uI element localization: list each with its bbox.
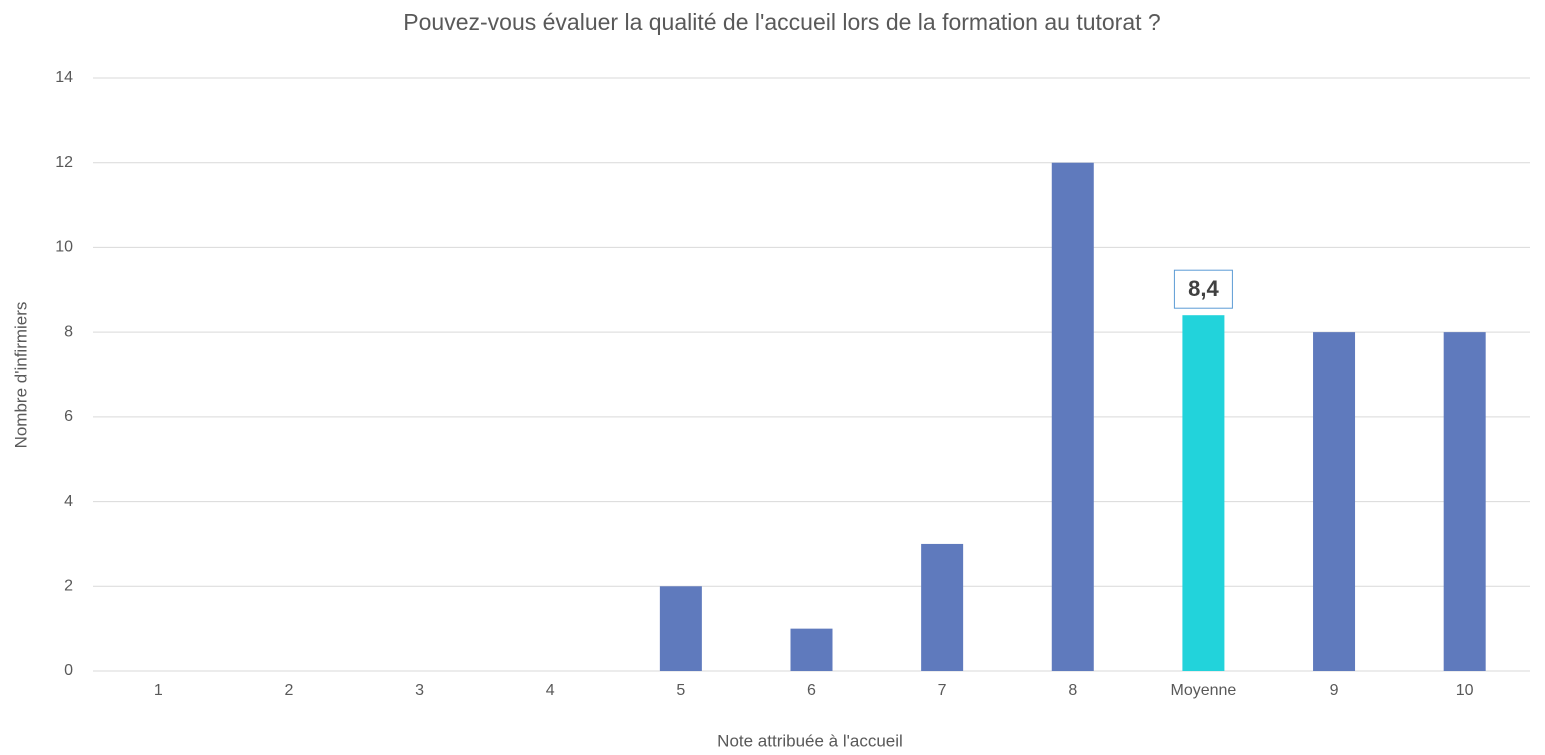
x-tick-label: Moyenne [1170, 682, 1236, 699]
y-tick-label: 0 [64, 662, 73, 679]
x-tick-label: 4 [546, 682, 555, 699]
x-tick-label: 3 [415, 682, 424, 699]
x-tick-label: 5 [676, 682, 685, 699]
bar [921, 543, 964, 671]
y-tick-label: 14 [55, 69, 73, 86]
bar [659, 586, 702, 671]
y-tick-label: 12 [55, 154, 73, 171]
y-axis-label: Nombre d'infirmiers [11, 302, 30, 449]
x-tick-label: 2 [285, 682, 294, 699]
bar [1443, 332, 1486, 671]
bar [790, 628, 833, 671]
bar [1182, 315, 1225, 671]
x-tick-label: 7 [938, 682, 947, 699]
y-tick-label: 2 [64, 578, 73, 595]
value-label: 8,4 [1188, 276, 1219, 301]
x-tick-label: 1 [154, 682, 163, 699]
y-tick-label: 8 [64, 323, 73, 340]
y-tick-label: 6 [64, 408, 73, 425]
x-axis-label: Note attribuée à l'accueil [717, 731, 903, 750]
y-tick-label: 10 [55, 239, 73, 256]
y-tick-label: 4 [64, 493, 73, 510]
chart-title: Pouvez-vous évaluer la qualité de l'accu… [403, 9, 1160, 35]
x-tick-label: 10 [1456, 682, 1474, 699]
bar [1313, 332, 1356, 671]
x-tick-label: 8 [1068, 682, 1077, 699]
value-label-box [1173, 269, 1233, 309]
x-tick-label: 6 [807, 682, 816, 699]
x-tick-label: 9 [1330, 682, 1339, 699]
bar [1051, 162, 1094, 671]
